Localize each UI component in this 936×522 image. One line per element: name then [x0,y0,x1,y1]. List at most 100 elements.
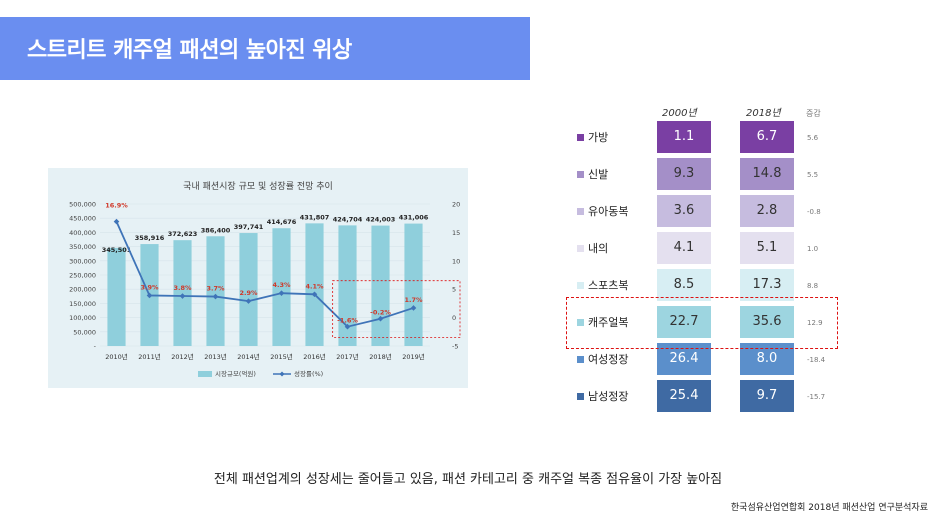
caption-text: 전체 패션업계의 성장세는 줄어들고 있음, 패션 카테고리 중 캐주얼 복종 … [213,472,723,487]
y-left-tick-label: 400,000 [69,229,96,237]
category-label: 남성정장 [588,390,629,403]
casual-highlight-box [566,297,838,349]
bar [107,247,126,346]
category-swatch [577,319,584,326]
y-left-tick-label: 50,000 [73,328,96,336]
value-2018-cell: 2.8 [740,195,794,227]
value-2000-cell: 9.3 [657,158,711,190]
x-tick-label: 2011년 [138,352,161,361]
value-2018-cell: 6.7 [740,121,794,153]
growth-value-label: 1.7% [404,296,423,304]
y-left-tick-label: - [94,343,97,351]
x-tick-label: 2013년 [204,352,227,361]
change-value: -0.8 [807,208,821,216]
value-2000-cell: 4.1 [657,232,711,264]
y-left-tick-label: 250,000 [69,272,96,280]
bar-value-label: 397,741 [234,223,264,231]
growth-value-label: 3.9% [140,283,159,291]
growth-point [278,290,285,296]
growth-point [245,298,252,304]
bar [404,223,423,346]
y-right-tick-label: 15 [452,229,460,237]
growth-point [377,315,384,322]
x-tick-label: 2018년 [369,352,392,361]
y-right-tick-label: 20 [452,201,460,209]
category-label: 신발 [588,168,609,181]
x-tick-label: 2017년 [336,352,359,361]
y-left-tick-label: 150,000 [69,300,96,308]
category-label: 가방 [588,131,609,144]
column-header-change: 증감 [806,109,821,118]
category-label: 캐주얼복 [588,316,629,329]
change-value: 5.6 [807,134,819,142]
bar-value-label: 431,807 [300,213,330,221]
bar-value-label: 345,501 [102,246,132,254]
bar-value-label: 358,916 [135,234,165,242]
y-left-tick-label: 200,000 [69,286,96,294]
value-2018-cell: 35.6 [740,306,794,338]
bar-value-label: 431,006 [399,214,429,222]
y-left-tick-label: 500,000 [69,201,96,209]
category-swatch [577,356,584,363]
value-2018-cell: 9.7 [740,380,794,412]
column-header-2018: 2018년 [746,108,781,119]
growth-value-label: 4.3% [272,281,291,289]
value-2000-cell: 25.4 [657,380,711,412]
bar [371,225,390,346]
x-tick-label: 2019년 [402,352,425,361]
growth-point [146,292,153,299]
category-swatch [577,171,584,178]
bar-value-label: 414,676 [267,218,297,226]
source-text: 한국섬유산업연합회 2018년 패션산업 연구분석자료 [730,503,928,513]
bar-value-label: 372,623 [168,230,198,238]
change-value: 12.9 [807,319,823,327]
bar-value-label: 424,003 [366,216,396,224]
growth-point [113,218,120,225]
bar [173,240,192,346]
value-2018-cell: 14.8 [740,158,794,190]
value-2000-cell: 3.6 [657,195,711,227]
change-value: -18.4 [807,356,826,364]
legend-line-marker [279,371,285,377]
category-label: 내의 [588,242,609,255]
y-left-tick-label: 450,000 [69,215,96,223]
change-value: -15.7 [807,393,826,401]
market-chart-panel: 국내 패션시장 규모 및 성장률 전망 추이 500,000 450,000 400,… [48,168,468,388]
x-tick-label: 2015년 [270,352,293,361]
y-right-tick-label: -5 [452,343,458,351]
bar [338,225,357,346]
growth-value-label: 2.9% [239,289,258,297]
x-tick-label: 2012년 [171,352,194,361]
slide-title: 스트리트 캐주얼 패션의 높아진 위상 [27,38,352,63]
growth-point [344,323,351,330]
legend-bar-label: 시장규모(억원) [215,369,256,378]
x-tick-label: 2016년 [303,352,326,361]
legend-line-label: 성장률(%) [294,369,323,378]
growth-point [410,305,417,311]
bar-value-label: 424,704 [333,215,363,223]
legend-bar-swatch [198,371,212,377]
category-swatch [577,134,584,141]
chart-title: 국내 패션시장 규모 및 성장률 전망 추이 [183,180,333,192]
bar [206,236,225,346]
category-swatch [577,282,584,289]
value-2018-cell: 5.1 [740,232,794,264]
bar [305,223,324,346]
bar [272,228,291,346]
y-left-tick-label: 300,000 [69,257,96,265]
title-banner [0,17,530,80]
category-swatch [577,208,584,215]
category-swatch [577,393,584,400]
change-value: 5.5 [807,171,819,179]
x-tick-label: 2014년 [237,352,260,361]
x-tick-label: 2010년 [105,352,128,361]
category-label: 여성정장 [588,353,629,366]
change-value: 8.8 [807,282,819,290]
category-label: 유아동복 [588,205,629,218]
change-value: 1.0 [807,245,819,253]
value-2018-cell: 17.3 [740,269,794,301]
growth-value-label: 4.1% [305,282,324,290]
y-right-tick-label: 5 [452,286,456,294]
market-chart: 국내 패션시장 규모 및 성장률 전망 추이 500,000 450,000 400,… [69,180,461,378]
